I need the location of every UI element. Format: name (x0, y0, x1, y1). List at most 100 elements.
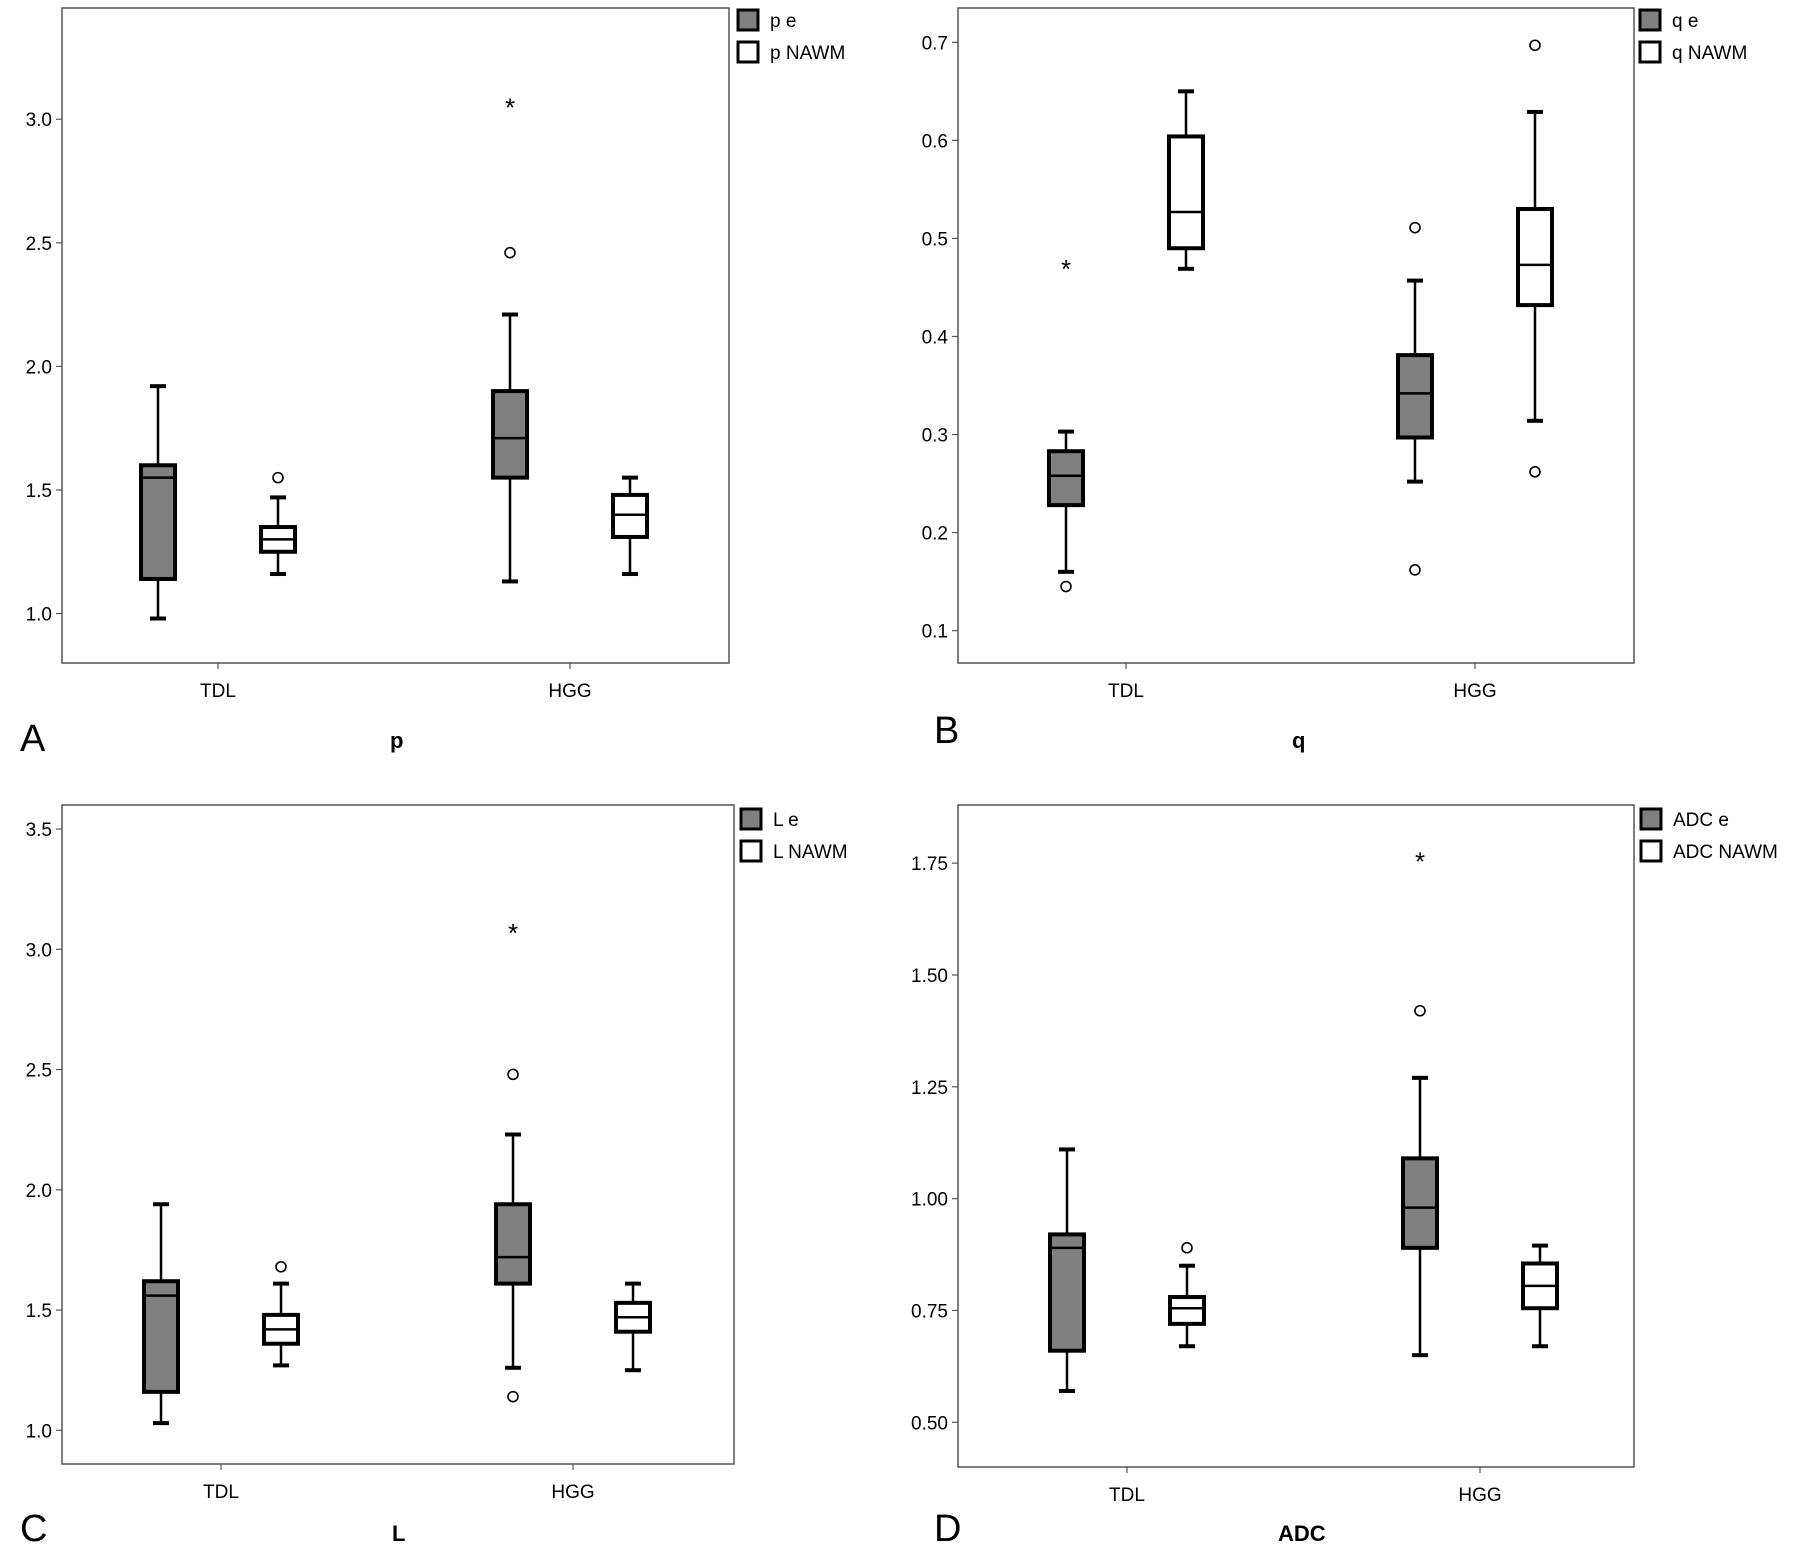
iqr-box (1048, 1232, 1086, 1353)
outlier-marker (1060, 580, 1072, 593)
legend-swatch (736, 40, 760, 64)
box-group: * (1401, 847, 1439, 1358)
legend-swatch (739, 807, 763, 831)
iqr-box (491, 389, 529, 480)
boxplot-svg-adc: 0.50 0.75 1.00 1.25 1.50 1.75 TDL HGG * ADC e ADC … (911, 804, 1778, 1506)
outlier-marker (272, 471, 284, 484)
y-tick-label: 2.0 (26, 357, 52, 378)
plot-frame (957, 7, 1635, 664)
iqr-box (139, 463, 177, 581)
x-tick-label: TDL (203, 1482, 239, 1503)
legend-swatch (736, 8, 760, 32)
y-tick-label: 2.5 (26, 1061, 52, 1082)
iqr-box (1401, 1156, 1439, 1250)
y-tick-label: 3.0 (26, 110, 52, 131)
x-tick-label: TDL (1108, 681, 1144, 702)
boxplot-svg-l: 1.0 1.5 2.0 2.5 3.0 3.5 TDL HGG * L e L NAWM (26, 804, 848, 1503)
x-tick-label: HGG (551, 1482, 594, 1503)
y-tick-label: 0.4 (922, 327, 949, 348)
y-tick-label: 1.0 (26, 1421, 52, 1442)
legend-swatch (739, 839, 763, 863)
legend-swatch (1638, 40, 1662, 64)
box-group (1168, 1242, 1206, 1349)
extreme-marker: * (508, 918, 518, 948)
x-axis-title-adc: ADC (1278, 1521, 1326, 1546)
outlier-marker (1529, 39, 1541, 52)
y-tick-label: 0.3 (922, 426, 948, 447)
y-tick-label: 0.7 (922, 33, 948, 54)
outlier-marker (1414, 1004, 1426, 1017)
legend-label: p NAWM (770, 43, 845, 64)
y-tick-label: 1.5 (26, 1301, 52, 1322)
outlier-marker (507, 1068, 519, 1081)
x-axis-title-q: q (1292, 728, 1306, 753)
plot-frame (61, 804, 735, 1465)
chart-panel-d: 0.50 0.75 1.00 1.25 1.50 1.75 TDL HGG * ADC e ADC … (900, 773, 1800, 1550)
box-group (611, 475, 649, 577)
box-group (262, 1260, 300, 1368)
y-tick-label: 3.0 (26, 940, 52, 961)
box-group (1048, 1147, 1086, 1393)
legend-label: q e (1672, 11, 1698, 32)
box-group (142, 1202, 180, 1426)
y-tick-label: 3.5 (26, 820, 52, 841)
outlier-marker (1529, 465, 1541, 478)
legend-swatch (1639, 839, 1663, 863)
outlier-marker (504, 246, 516, 259)
extreme-marker: * (1061, 254, 1071, 284)
box-group: * (1047, 254, 1085, 593)
outlier-marker (1181, 1242, 1193, 1254)
x-tick-label: HGG (1453, 681, 1496, 702)
extreme-marker: * (1415, 847, 1425, 877)
iqr-box (142, 1279, 180, 1394)
x-tick-label: HGG (548, 681, 591, 702)
legend-label: L e (773, 810, 799, 831)
legend-swatch (1638, 8, 1662, 32)
chart-panel-a: 1.0 1.5 2.0 2.5 3.0 TDL HGG * p e p NAWM A p (0, 0, 900, 773)
iqr-box (494, 1202, 532, 1286)
y-tick-label: 0.2 (922, 524, 948, 545)
outlier-marker (1409, 221, 1421, 234)
y-tick-label: 1.75 (911, 854, 948, 875)
y-tick-label: 1.0 (26, 605, 52, 626)
x-tick-label: TDL (200, 681, 236, 702)
y-tick-label: 2.5 (26, 234, 52, 255)
box-group: * (491, 92, 529, 584)
panel-label-b: B (934, 710, 960, 752)
iqr-box (1516, 207, 1554, 308)
y-tick-label: 0.1 (922, 622, 948, 643)
y-tick-label: 1.5 (26, 481, 52, 502)
plot-frame (61, 7, 730, 664)
box-group (1521, 1243, 1559, 1349)
box-group (1516, 39, 1554, 478)
y-tick-label: 1.00 (911, 1190, 948, 1211)
outlier-marker (507, 1390, 519, 1403)
y-tick-label: 0.75 (911, 1301, 948, 1322)
y-tick-label: 0.5 (922, 229, 948, 250)
x-axis-title-p: p (390, 728, 404, 753)
iqr-box (1167, 134, 1205, 251)
box-group (259, 471, 297, 577)
legend-swatch (1639, 807, 1663, 831)
legend-label: q NAWM (1672, 43, 1747, 64)
box-group: * (494, 918, 532, 1403)
boxplot-svg-q: 0.1 0.2 0.3 0.4 0.5 0.6 0.7 TDL HGG * q e q NAWM (922, 7, 1747, 702)
x-tick-label: HGG (1458, 1485, 1501, 1506)
boxplot-svg-p: 1.0 1.5 2.0 2.5 3.0 TDL HGG * p e p NAWM (26, 7, 845, 702)
iqr-box (1168, 1295, 1206, 1326)
y-tick-label: 1.50 (911, 966, 948, 987)
box-group (614, 1281, 652, 1373)
iqr-box (1047, 449, 1085, 508)
box-group (1167, 89, 1205, 271)
outlier-marker (275, 1260, 287, 1273)
box-group (1396, 221, 1434, 576)
iqr-box (1396, 353, 1434, 440)
chart-panel-c: 1.0 1.5 2.0 2.5 3.0 3.5 TDL HGG * L e L NAWM C L (0, 773, 900, 1550)
legend-label: p e (770, 11, 796, 32)
legend-label: ADC NAWM (1673, 842, 1778, 863)
plot-frame (957, 804, 1635, 1468)
legend-label: ADC e (1673, 810, 1729, 831)
box-group (139, 384, 177, 621)
y-tick-label: 0.6 (922, 131, 948, 152)
panel-label-a: A (20, 718, 46, 760)
